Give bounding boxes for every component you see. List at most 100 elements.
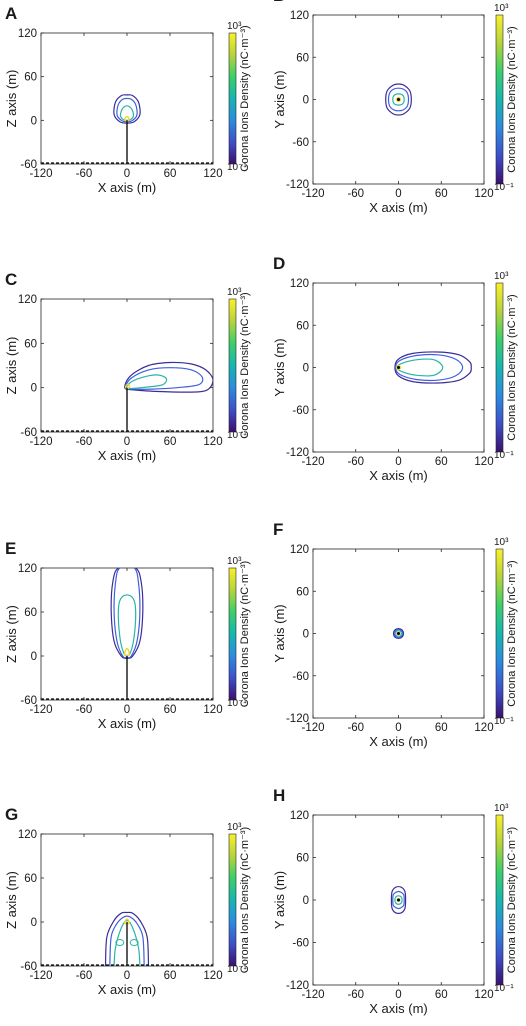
- colorbar-min-label: 10⁻¹: [227, 698, 247, 709]
- panel-label: A: [5, 4, 17, 23]
- x-tick-label: 0: [395, 722, 401, 734]
- colorbar-max-label: 10³: [494, 803, 509, 814]
- x-tick-label: 120: [203, 970, 222, 982]
- panel-h: H -120 -60 0 60 120 -120 -60 0 60 120 X axis (m) Y a…: [272, 786, 518, 1016]
- contour-inner: [113, 919, 141, 966]
- x-tick-label: 0: [395, 989, 401, 1001]
- y-axis-title: Y axis (m): [272, 70, 287, 128]
- rod-tip-marker: [397, 366, 400, 369]
- x-tick-label: -120: [29, 704, 52, 716]
- plot-area: [113, 94, 141, 164]
- contour-outer: [124, 361, 213, 393]
- plot-area: [124, 361, 213, 432]
- colorbar-min-label: 10⁻¹: [227, 964, 247, 975]
- y-tick-label: 60: [24, 873, 37, 885]
- x-tick-label: 0: [124, 168, 130, 180]
- x-tick-label: -120: [29, 436, 52, 448]
- x-tick-label: 0: [124, 970, 130, 982]
- colorbar-max-label: 10³: [227, 21, 242, 32]
- x-tick-label: 0: [124, 436, 130, 448]
- x-tick-label: 120: [203, 704, 222, 716]
- contour-middle: [392, 890, 405, 910]
- x-axis-title: X axis (m): [369, 734, 428, 749]
- y-tick-label: 0: [31, 383, 37, 395]
- y-tick-label: -120: [286, 179, 309, 191]
- y-tick-label: -60: [20, 961, 37, 973]
- y-tick-label: 0: [303, 895, 309, 907]
- y-tick-label: -60: [292, 938, 309, 950]
- contour-inner: [125, 374, 168, 390]
- contour-outer: [385, 83, 412, 116]
- y-tick-label: 60: [24, 338, 37, 350]
- contour-outer: [104, 911, 150, 966]
- y-tick-label: -60: [20, 695, 37, 707]
- colorbar: [228, 298, 237, 433]
- contour-middle: [387, 87, 410, 112]
- x-tick-label: 0: [395, 188, 401, 200]
- y-tick-label: -60: [292, 671, 309, 683]
- y-tick-label: -60: [292, 137, 309, 149]
- y-tick-label: 0: [31, 651, 37, 663]
- colorbar: [495, 14, 504, 185]
- colorbar: [228, 32, 237, 165]
- x-tick-label: -120: [29, 970, 52, 982]
- y-axis-title: Z axis (m): [4, 70, 19, 128]
- y-tick-label: 60: [296, 52, 309, 64]
- panel-label: F: [273, 520, 283, 539]
- y-axis-title: Z axis (m): [4, 337, 19, 395]
- contour-outer: [392, 627, 405, 640]
- x-tick-label: -60: [347, 989, 364, 1001]
- y-tick-label: 60: [24, 607, 37, 619]
- x-tick-label: 60: [164, 436, 177, 448]
- colorbar-min-label: 10⁻¹: [227, 162, 247, 173]
- colorbar-title: Corona Ions Density (nC·m⁻³): [506, 560, 518, 706]
- y-tick-label: 0: [31, 115, 37, 127]
- panel-label: B: [273, 0, 285, 5]
- colorbar-min-label: 10⁻¹: [494, 182, 514, 193]
- colorbar-min-label: 10⁻¹: [494, 983, 514, 994]
- contour-middle: [393, 628, 404, 639]
- x-tick-label: -60: [347, 456, 364, 468]
- colorbar-title: Corona Ions Density (nC·m⁻³): [239, 561, 251, 707]
- y-axis-title: Y axis (m): [272, 604, 287, 662]
- x-tick-label: -120: [301, 722, 324, 734]
- colorbar: [228, 833, 237, 967]
- x-tick-label: 60: [435, 188, 448, 200]
- x-tick-label: 120: [474, 722, 493, 734]
- y-tick-label: 60: [296, 853, 309, 865]
- colorbar-title: Corona Ions Density (nC·m⁻³): [239, 25, 251, 171]
- contour-middle: [124, 367, 204, 390]
- y-axis-title: Y axis (m): [272, 871, 287, 929]
- x-axis-title: X axis (m): [98, 180, 157, 195]
- x-axis-title: X axis (m): [369, 1001, 428, 1016]
- y-tick-label: 60: [24, 72, 37, 84]
- y-tick-label: 120: [290, 544, 309, 556]
- contour-core: [123, 918, 130, 925]
- x-tick-label: 60: [435, 456, 448, 468]
- contour-inner: [395, 358, 444, 377]
- x-tick-label: -60: [76, 436, 93, 448]
- contour-middle: [113, 568, 141, 659]
- x-tick-label: -60: [347, 188, 364, 200]
- x-tick-label: -60: [76, 970, 93, 982]
- x-tick-label: 60: [435, 722, 448, 734]
- colorbar-max-label: 10³: [494, 271, 509, 282]
- contour-outer: [113, 94, 141, 124]
- plot-area: [394, 351, 472, 384]
- panel-f: F -120 -60 0 60 120 -120 -60 0 60 120 X axis (m) Y a…: [272, 520, 518, 749]
- x-axis-title: X axis (m): [98, 448, 157, 463]
- y-tick-label: 120: [18, 294, 37, 306]
- x-tick-label: 120: [474, 456, 493, 468]
- y-tick-label: 120: [18, 563, 37, 575]
- x-tick-label: 60: [164, 168, 177, 180]
- colorbar: [228, 567, 237, 701]
- y-tick-label: 120: [290, 278, 309, 290]
- rod-tip-marker: [397, 98, 400, 101]
- contour-core: [395, 96, 402, 103]
- x-axis-title: X axis (m): [369, 200, 428, 215]
- contour-outer: [394, 351, 472, 384]
- plot-area: [110, 568, 144, 700]
- x-tick-label: -60: [76, 704, 93, 716]
- colorbar-max-label: 10³: [227, 287, 242, 298]
